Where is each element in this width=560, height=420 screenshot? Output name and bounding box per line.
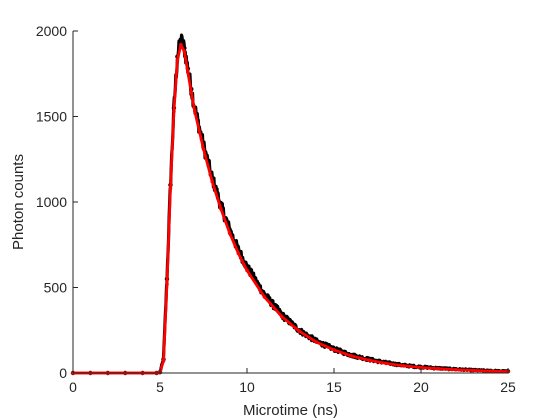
fit-point [201, 147, 206, 151]
fit-point [297, 329, 302, 333]
fit-point [245, 268, 249, 273]
fit-point [172, 109, 176, 114]
fit-point [401, 364, 406, 368]
y-tick-label: 500 [44, 280, 68, 296]
fit-curve [71, 43, 510, 375]
fit-point [168, 186, 173, 191]
fit-point [262, 295, 267, 299]
fit-point [219, 207, 223, 211]
fit-point [471, 368, 476, 373]
fit-point [193, 109, 197, 114]
ticks-layer: 0 5 10 15 20 25 0 500 1000 1500 2000 [36, 23, 516, 395]
fit-point [179, 42, 183, 47]
fit-point [165, 282, 169, 286]
fit-point [161, 359, 166, 363]
fit-point [314, 340, 319, 345]
fit-point [332, 348, 336, 352]
y-tick-label: 1500 [36, 109, 67, 125]
fit-point [186, 70, 190, 74]
fit-point [384, 361, 389, 366]
y-axis-label: Photon counts [10, 154, 27, 250]
fit-point [367, 358, 371, 362]
fit-point [488, 369, 493, 373]
y-tick-label: 2000 [36, 23, 67, 39]
fit-point [236, 251, 241, 256]
fit-point [189, 90, 194, 95]
x-tick-label: 25 [500, 379, 516, 395]
fit-point [454, 367, 458, 372]
fit-point [419, 365, 423, 370]
y-tick-label: 1000 [36, 194, 67, 210]
y-tick-label: 0 [59, 365, 67, 381]
fit-point [280, 314, 284, 319]
x-tick-label: 0 [69, 379, 77, 395]
fit-point [182, 49, 187, 54]
fit-point [349, 354, 354, 358]
x-axis-label: Microtime (ns) [243, 402, 338, 419]
fit-point [436, 366, 441, 371]
x-tick-label: 10 [239, 379, 255, 395]
fit-point [175, 58, 180, 62]
fit-point [210, 179, 214, 184]
x-tick-label: 20 [413, 379, 429, 395]
x-tick-label: 5 [156, 379, 164, 395]
fit-point [227, 230, 232, 235]
data-trace [155, 33, 509, 375]
fit-layer [71, 42, 510, 375]
x-tick-label: 15 [326, 379, 342, 395]
